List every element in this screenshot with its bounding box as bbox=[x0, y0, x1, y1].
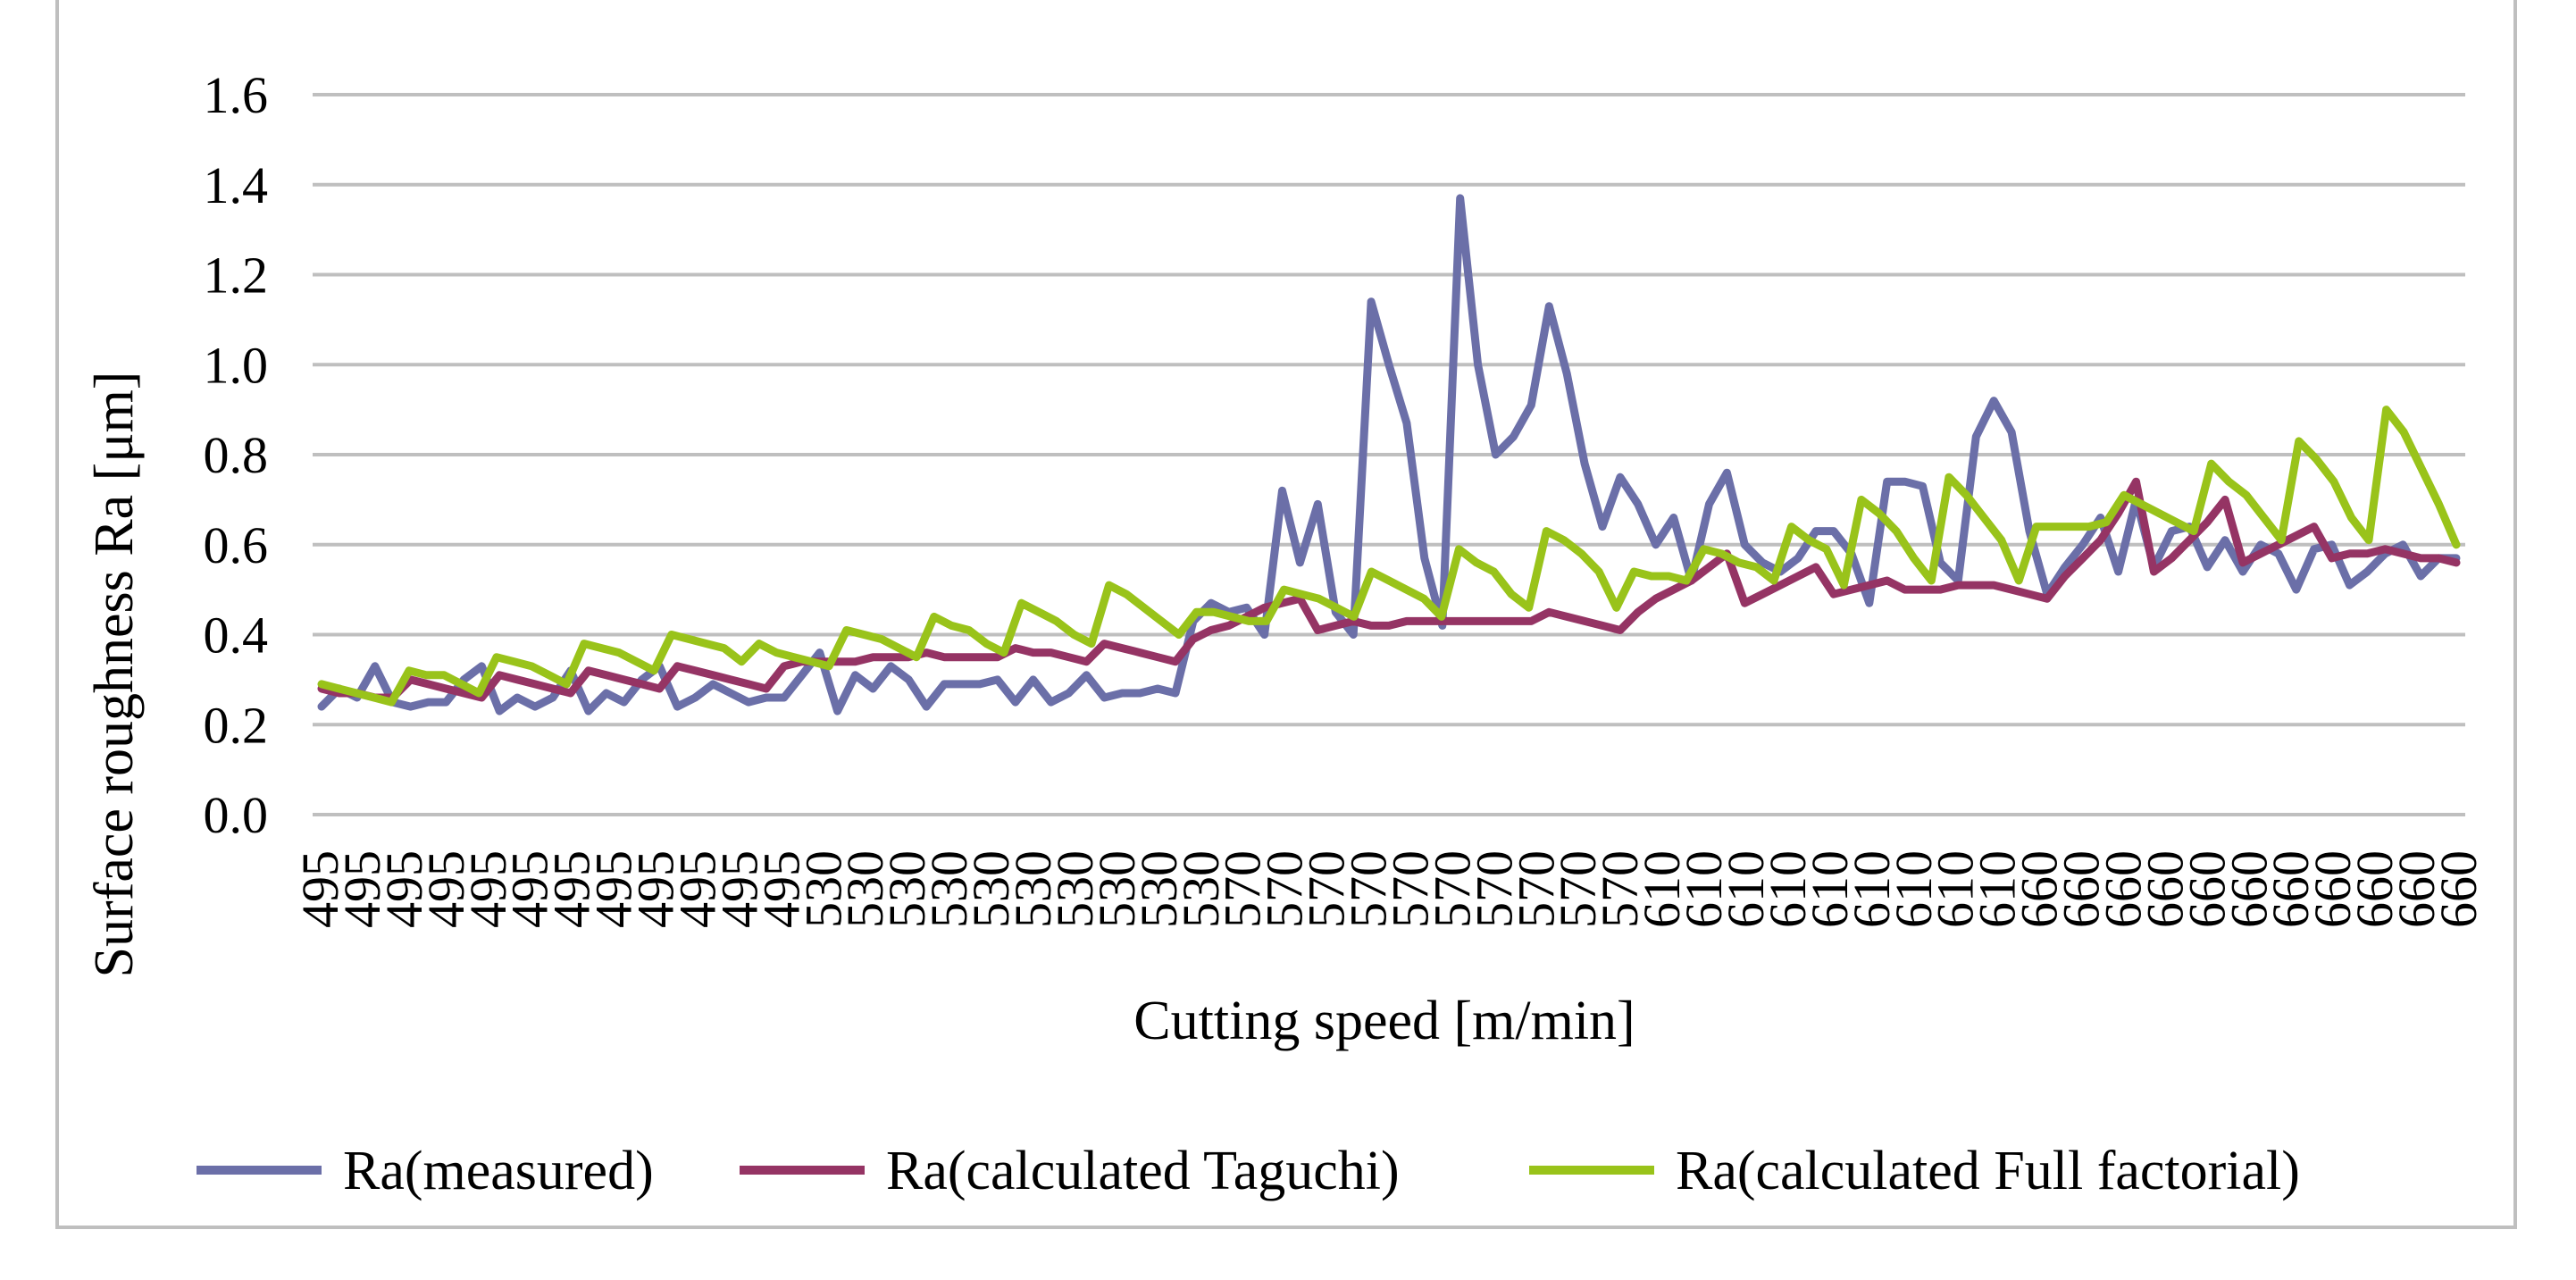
x-tick-label: 660 bbox=[2178, 850, 2236, 928]
x-tick-label: 610 bbox=[1843, 850, 1901, 928]
y-tick-label: 0.0 bbox=[204, 786, 269, 844]
x-tick-label: 660 bbox=[2388, 850, 2446, 928]
x-tick-label: 530 bbox=[794, 850, 852, 928]
y-tick-label: 0.8 bbox=[204, 426, 269, 484]
x-tick-label: 570 bbox=[1340, 850, 1398, 928]
legend: Ra(measured) Ra(calculated Taguchi) Ra(cal… bbox=[197, 1141, 2300, 1201]
x-tick-label: 570 bbox=[1423, 850, 1481, 928]
x-tick-label: 495 bbox=[710, 850, 768, 928]
x-tick-label: 610 bbox=[1885, 850, 1943, 928]
x-tick-label: 610 bbox=[1801, 850, 1859, 928]
series-lines bbox=[317, 194, 2461, 715]
x-tick-label: 570 bbox=[1256, 850, 1314, 928]
x-tick-label: 495 bbox=[333, 850, 391, 928]
legend-label: Ra(calculated Taguchi) bbox=[886, 1141, 1400, 1201]
x-tick-label: 660 bbox=[2304, 850, 2362, 928]
x-tick-label: 660 bbox=[2346, 850, 2404, 928]
legend-label: Ra(calculated Full factorial) bbox=[1676, 1141, 2300, 1201]
x-tick-label: 530 bbox=[878, 850, 936, 928]
x-tick-label: 530 bbox=[920, 850, 978, 928]
x-tick-label: 610 bbox=[1675, 850, 1733, 928]
x-tick-label: 495 bbox=[291, 850, 349, 928]
x-tick-label: 610 bbox=[1969, 850, 2027, 928]
x-tick-label: 610 bbox=[1633, 850, 1691, 928]
x-tick-label: 495 bbox=[375, 850, 433, 928]
x-tick-label: 530 bbox=[1130, 850, 1188, 928]
x-tick-label: 570 bbox=[1591, 850, 1649, 928]
x-tick-label: 495 bbox=[627, 850, 685, 928]
x-tick-label: 570 bbox=[1549, 850, 1607, 928]
x-tick-label: 495 bbox=[668, 850, 726, 928]
x-tick-label: 530 bbox=[1088, 850, 1146, 928]
x-tick-label: 660 bbox=[2011, 850, 2069, 928]
x-tick-label: 530 bbox=[1004, 850, 1062, 928]
x-tick-label: 660 bbox=[2430, 850, 2488, 928]
x-tick-label: 660 bbox=[2220, 850, 2278, 928]
x-tick-label: 495 bbox=[501, 850, 559, 928]
x-tick-label: 570 bbox=[1298, 850, 1356, 928]
x-tick-label: 570 bbox=[1465, 850, 1523, 928]
x-axis-title: Cutting speed [m/min] bbox=[1133, 991, 1635, 1051]
series-line-1 bbox=[317, 194, 2461, 715]
x-tick-label: 610 bbox=[1759, 850, 1817, 928]
y-tick-label: 1.0 bbox=[204, 336, 269, 394]
chart-frame bbox=[55, 0, 2517, 1229]
legend-label: Ra(measured) bbox=[343, 1141, 654, 1201]
x-tick-label: 660 bbox=[2053, 850, 2111, 928]
x-tick-label: 495 bbox=[752, 850, 810, 928]
x-tick-label: 570 bbox=[1214, 850, 1272, 928]
x-tick-label: 610 bbox=[1927, 850, 1985, 928]
x-tick-label: 610 bbox=[1717, 850, 1775, 928]
x-tick-label: 660 bbox=[2094, 850, 2152, 928]
y-tick-label: 1.2 bbox=[204, 247, 269, 305]
series-line-3 bbox=[317, 406, 2461, 707]
x-tick-label: 530 bbox=[1046, 850, 1104, 928]
y-tick-label: 1.4 bbox=[204, 156, 269, 214]
y-axis-title: Surface roughness Ra [μm] bbox=[84, 372, 145, 978]
x-tick-label: 530 bbox=[962, 850, 1020, 928]
x-tick-label: 495 bbox=[417, 850, 475, 928]
y-tick-label: 0.4 bbox=[204, 607, 269, 665]
y-tick-label: 1.6 bbox=[204, 66, 269, 124]
x-tick-label: 660 bbox=[2262, 850, 2320, 928]
x-tick-label: 570 bbox=[1507, 850, 1565, 928]
y-tick-label: 0.6 bbox=[204, 516, 269, 574]
x-tick-label: 530 bbox=[1172, 850, 1230, 928]
x-tick-label: 495 bbox=[585, 850, 643, 928]
gridlines bbox=[313, 93, 2465, 816]
x-tick-label: 660 bbox=[2136, 850, 2194, 928]
x-tick-label: 570 bbox=[1381, 850, 1439, 928]
x-tick-label: 495 bbox=[543, 850, 601, 928]
y-tick-label: 0.2 bbox=[204, 696, 269, 754]
x-tick-label: 495 bbox=[459, 850, 517, 928]
series-line-2 bbox=[317, 477, 2461, 702]
y-tick-labels: 0.0 0.2 0.4 0.6 0.8 1.0 1.2 1.4 1.6 bbox=[204, 66, 269, 844]
x-tick-label: 530 bbox=[836, 850, 894, 928]
x-tick-labels: 4954954954954954954954954954954954955305… bbox=[291, 850, 2488, 928]
